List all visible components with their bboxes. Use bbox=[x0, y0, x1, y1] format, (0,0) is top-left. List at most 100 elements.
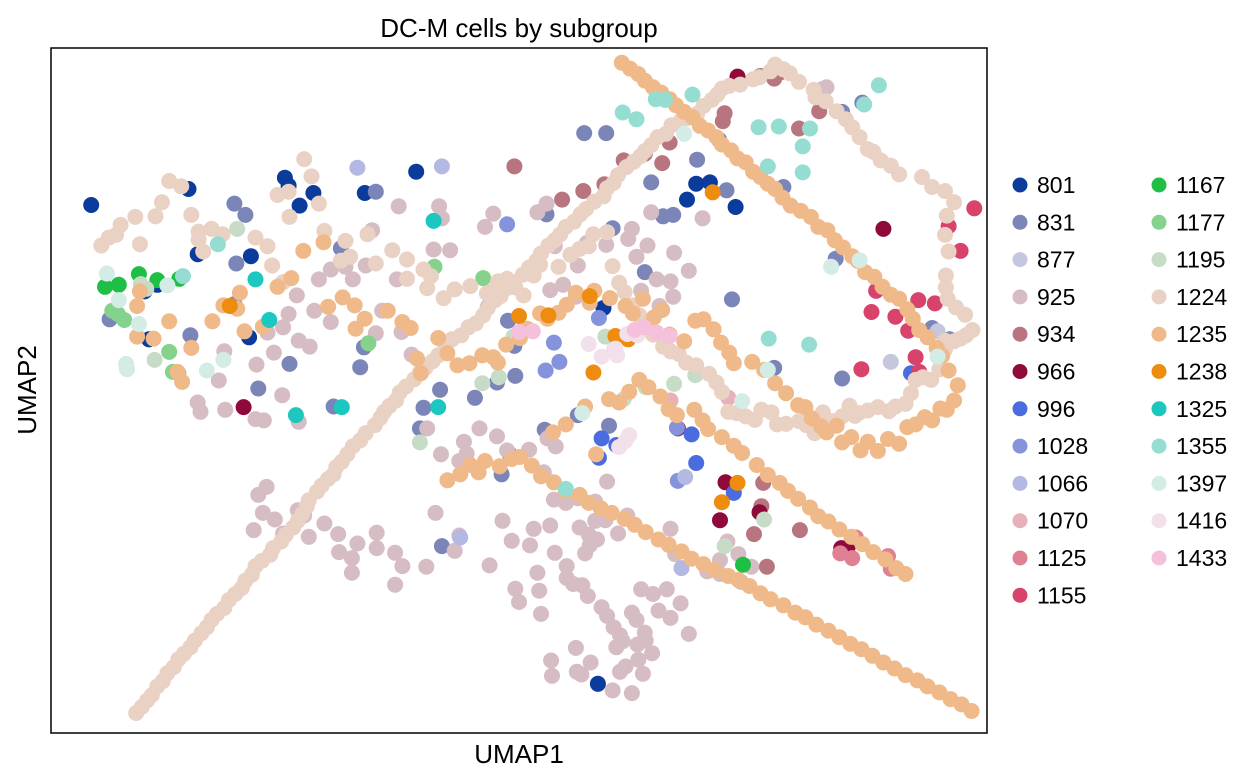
point-1235-169 bbox=[533, 468, 549, 485]
point-1235-168 bbox=[523, 457, 540, 474]
legend-label-1397: 1397 bbox=[1176, 470, 1227, 496]
point-1235-84 bbox=[940, 362, 957, 379]
point-925-52 bbox=[610, 525, 627, 542]
point-925-156 bbox=[471, 420, 488, 437]
legend-marker-1155 bbox=[1012, 587, 1028, 603]
point-925-152 bbox=[255, 412, 272, 429]
point-831-26 bbox=[636, 264, 653, 281]
point-996-3 bbox=[688, 455, 705, 471]
point-1235-16 bbox=[295, 242, 312, 259]
legend-marker-1177 bbox=[1151, 214, 1167, 230]
point-925-49 bbox=[599, 473, 616, 490]
point-1224-49 bbox=[550, 258, 567, 275]
point-1235-144 bbox=[734, 445, 751, 461]
point-1224-126 bbox=[805, 81, 822, 98]
point-1167-1 bbox=[110, 276, 127, 293]
point-1235-72 bbox=[859, 433, 876, 450]
y-axis-label: UMAP2 bbox=[12, 345, 42, 435]
point-925-16 bbox=[368, 540, 385, 557]
legend-marker-877 bbox=[1012, 252, 1028, 268]
point-925-159 bbox=[455, 433, 472, 450]
point-1224-38 bbox=[435, 290, 452, 307]
point-1235-3 bbox=[145, 330, 162, 347]
point-1235-58 bbox=[725, 355, 742, 372]
legend-marker-1224 bbox=[1151, 289, 1167, 305]
point-925-148 bbox=[210, 372, 227, 389]
point-1235-173 bbox=[580, 494, 597, 511]
point-996-0 bbox=[593, 430, 610, 447]
point-1177-8 bbox=[475, 270, 492, 287]
point-1195-14 bbox=[716, 538, 733, 555]
point-1235-182 bbox=[683, 550, 700, 567]
point-1235-70 bbox=[843, 429, 860, 446]
point-1224-133 bbox=[745, 71, 762, 88]
point-1235-178 bbox=[637, 524, 654, 541]
point-925-100 bbox=[648, 271, 665, 288]
point-1155-9 bbox=[952, 242, 969, 259]
point-1066-3 bbox=[677, 469, 694, 485]
point-1235-161 bbox=[452, 466, 469, 483]
point-1066-4 bbox=[673, 560, 690, 577]
point-925-154 bbox=[274, 387, 291, 404]
point-1224-29 bbox=[342, 248, 359, 265]
point-1235-42 bbox=[567, 284, 584, 301]
point-1224-32 bbox=[384, 242, 401, 259]
point-1235-47 bbox=[624, 305, 641, 322]
point-1235-62 bbox=[778, 385, 795, 402]
point-1238-7 bbox=[704, 184, 721, 201]
point-1028-0 bbox=[499, 216, 516, 233]
point-925-142 bbox=[275, 319, 292, 336]
point-1155-3 bbox=[863, 304, 880, 320]
legend-marker-831 bbox=[1012, 214, 1028, 230]
point-1195-4 bbox=[411, 434, 428, 451]
point-925-33 bbox=[531, 582, 548, 599]
point-1235-61 bbox=[767, 375, 784, 392]
point-1224-54 bbox=[599, 224, 616, 241]
point-1224-28 bbox=[337, 232, 354, 249]
point-1028-2 bbox=[551, 353, 568, 370]
point-1235-41 bbox=[558, 296, 575, 313]
point-925-51 bbox=[589, 531, 605, 548]
legend-label-1416: 1416 bbox=[1176, 508, 1227, 534]
point-1235-146 bbox=[759, 467, 776, 483]
point-1224-39 bbox=[446, 281, 463, 298]
point-1433-5 bbox=[661, 328, 678, 344]
point-925-82 bbox=[573, 666, 590, 683]
point-925-17 bbox=[368, 524, 385, 541]
point-925-14 bbox=[343, 564, 360, 581]
point-1235-129 bbox=[557, 416, 574, 433]
point-1155-2 bbox=[853, 361, 870, 378]
point-925-97 bbox=[680, 262, 697, 279]
point-925-30 bbox=[525, 520, 542, 537]
point-1224-110 bbox=[938, 207, 955, 224]
legend-marker-1235 bbox=[1151, 326, 1167, 342]
point-1224-4 bbox=[127, 208, 144, 225]
legend-marker-1238 bbox=[1151, 364, 1167, 379]
point-1397-5 bbox=[159, 277, 176, 294]
point-925-32 bbox=[529, 564, 546, 581]
legend-label-1235: 1235 bbox=[1176, 321, 1227, 347]
point-1238-2 bbox=[540, 307, 557, 324]
point-1224-34 bbox=[399, 270, 415, 287]
point-1224-75 bbox=[763, 404, 780, 421]
legend-marker-1066 bbox=[1012, 475, 1028, 491]
point-1355-5 bbox=[657, 91, 673, 108]
point-966-0 bbox=[235, 399, 252, 416]
point-1224-21 bbox=[280, 183, 297, 200]
point-1416-0 bbox=[580, 336, 597, 352]
point-831-13 bbox=[415, 399, 432, 416]
point-1224-113 bbox=[924, 179, 941, 195]
point-925-104 bbox=[628, 248, 645, 265]
point-1195-5 bbox=[474, 375, 491, 392]
point-1235-159 bbox=[897, 566, 914, 582]
point-1235-22 bbox=[356, 310, 373, 327]
point-1224-36 bbox=[422, 268, 439, 285]
point-1355-2 bbox=[614, 104, 631, 121]
point-1355-1 bbox=[209, 236, 226, 253]
point-1325-5 bbox=[425, 212, 442, 229]
point-925-77 bbox=[644, 645, 661, 662]
point-1416-1 bbox=[593, 348, 610, 365]
legend-label-801: 801 bbox=[1037, 172, 1075, 198]
point-1235-189 bbox=[762, 591, 779, 608]
legend-marker-996 bbox=[1012, 401, 1028, 417]
